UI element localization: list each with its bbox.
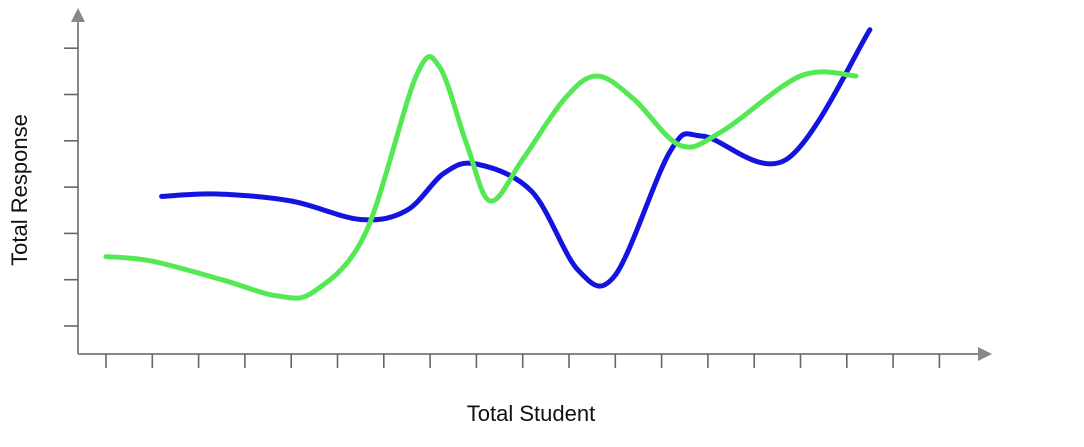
series-layer (103, 27, 873, 301)
y-ticks (64, 47, 78, 327)
y-axis-label: Total Response (7, 114, 32, 266)
series-line-2 (103, 54, 859, 301)
y-axis-arrow (71, 8, 85, 22)
x-axis-arrow (978, 347, 992, 361)
series-line-1 (159, 27, 873, 289)
x-ticks (105, 354, 941, 368)
x-axis-label: Total Student (467, 401, 595, 426)
